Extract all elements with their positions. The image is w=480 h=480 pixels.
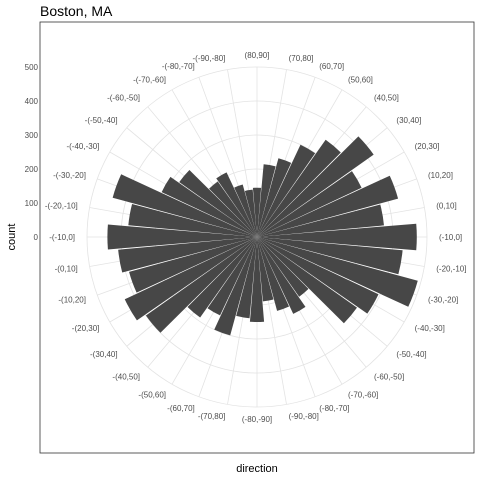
category-label-9: (-10,0] [439, 233, 462, 242]
category-label-4: (40,50] [374, 94, 399, 103]
category-label-25: -(10,20] [58, 295, 86, 304]
category-label-13: (-50,-40] [396, 350, 426, 359]
category-label-3: (50,60] [348, 75, 373, 84]
category-label-10: (-20,-10] [436, 265, 466, 274]
x-axis-title: direction [236, 463, 278, 475]
category-label-30: -(-40,-30] [66, 142, 99, 151]
category-label-20: -(60,70] [167, 404, 195, 413]
category-label-5: (30,40] [396, 116, 421, 125]
category-label-21: -(50,60] [138, 391, 166, 400]
category-label-1: (70,80] [289, 54, 314, 63]
category-label-27: -(-10,0] [49, 233, 75, 242]
category-label-0: (80,90] [245, 51, 270, 60]
y-tick-labels: 0 100 200 300 400 500 [25, 63, 39, 242]
y-tick-label-400: 400 [25, 97, 39, 106]
category-label-16: (-80,-70] [319, 404, 349, 413]
y-tick-label-0: 0 [34, 233, 39, 242]
category-label-17: (-90,-80] [289, 412, 319, 421]
category-label-22: -(40,50] [112, 372, 140, 381]
category-label-7: (10,20] [428, 171, 453, 180]
category-label-34: -(-80,-70] [162, 62, 195, 71]
y-tick-label-300: 300 [25, 131, 39, 140]
category-label-11: (-30,-20] [428, 295, 458, 304]
category-label-31: -(-50,-40] [85, 116, 118, 125]
y-tick-label-500: 500 [25, 63, 39, 72]
category-label-28: -(-20,-10] [45, 201, 78, 210]
category-label-15: (-70,-60] [348, 391, 378, 400]
y-tick-label-200: 200 [25, 165, 39, 174]
chart-title: Boston, MA [40, 3, 113, 19]
category-label-26: -(0,10] [55, 265, 78, 274]
category-label-32: -(-60,-50] [107, 94, 140, 103]
category-label-8: (0,10] [436, 201, 456, 210]
category-label-18: (-80,-90] [242, 415, 272, 424]
category-label-29: -(-30,-20] [53, 171, 86, 180]
category-label-2: (60,70] [319, 62, 344, 71]
category-label-35: -(-90,-80] [192, 54, 225, 63]
category-label-23: -(30,40] [90, 350, 118, 359]
category-label-14: (-60,-50] [374, 372, 404, 381]
category-label-19: -(70,80] [198, 412, 226, 421]
category-label-6: (20,30] [415, 142, 440, 151]
y-axis-title: count [6, 224, 18, 251]
category-label-33: -(-70,-60] [133, 75, 166, 84]
category-label-24: -(20,30] [72, 324, 100, 333]
category-label-12: (-40,-30] [415, 324, 445, 333]
y-tick-label-100: 100 [25, 199, 39, 208]
